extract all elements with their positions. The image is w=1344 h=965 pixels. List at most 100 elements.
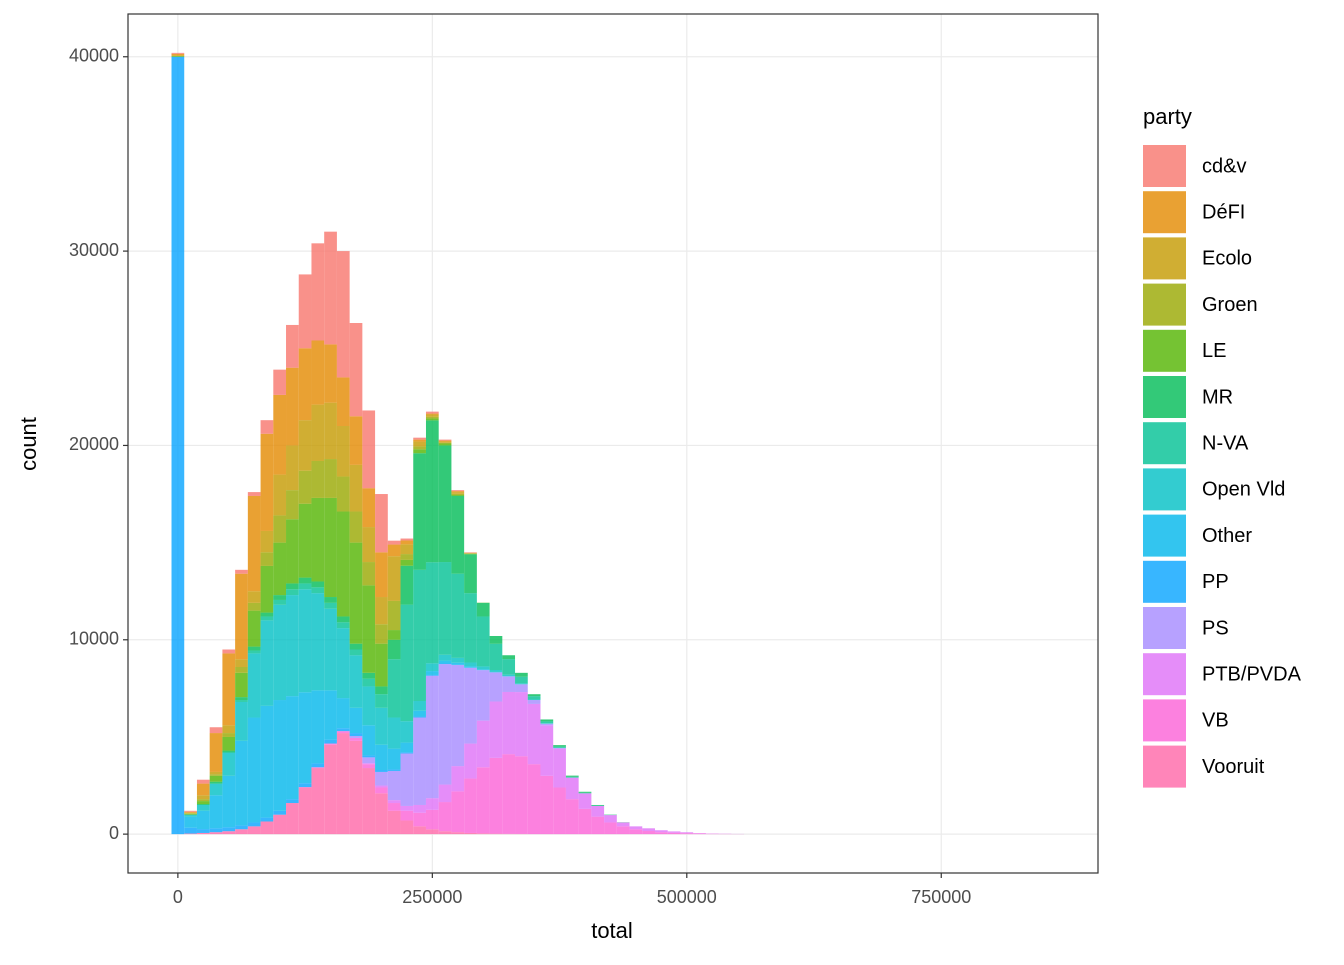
bar-segment <box>273 605 286 700</box>
bar-segment <box>362 585 375 672</box>
bar-segment <box>413 813 426 827</box>
bar-segment <box>362 725 375 755</box>
bar-segment <box>337 698 350 728</box>
bar-segment <box>311 461 324 498</box>
bar-segment <box>210 772 223 774</box>
bar-segment <box>617 826 630 834</box>
bar-segment <box>362 679 375 687</box>
bar-segment <box>426 418 439 420</box>
bar-segment <box>451 766 464 791</box>
bar-segment <box>388 640 401 659</box>
bar-segment <box>184 814 197 815</box>
bar-segment <box>311 690 324 763</box>
bar-segment <box>350 655 363 707</box>
bar-segment <box>451 574 464 658</box>
bar-segment <box>261 566 274 613</box>
bar-segment <box>388 556 401 601</box>
bar-segment <box>362 410 375 488</box>
bar-segment <box>273 395 286 475</box>
bar-segment <box>337 251 350 377</box>
bar-segment <box>261 434 274 531</box>
bar-segment <box>439 443 452 444</box>
bar-segment <box>375 793 388 834</box>
bar-segment <box>311 763 324 767</box>
bar-segment <box>464 554 477 555</box>
bar-segment <box>362 488 375 527</box>
legend-label: PS <box>1202 617 1229 639</box>
legend-label: Other <box>1202 525 1252 547</box>
bar-segment <box>197 805 210 811</box>
legend-key <box>1143 561 1186 603</box>
bar-segment <box>451 495 464 496</box>
bar-segment <box>248 647 261 651</box>
bar-segment <box>197 804 210 805</box>
legend-key <box>1143 746 1186 788</box>
bar-segment <box>337 512 350 617</box>
bar-segment <box>350 416 363 465</box>
bar-segment <box>172 53 185 54</box>
bar-segment <box>350 323 363 416</box>
bar-segment <box>235 667 248 673</box>
bar-segment <box>451 658 464 663</box>
bar-segment <box>337 622 350 628</box>
bar-segment <box>566 778 579 799</box>
bar-segment <box>388 749 401 770</box>
legend-key <box>1143 468 1186 510</box>
bar-segment <box>375 597 388 624</box>
bar-segment <box>375 624 388 643</box>
bar-segment <box>350 708 363 733</box>
bar-segment <box>439 831 452 834</box>
bar-segment <box>528 694 541 696</box>
bar-segment <box>426 412 439 414</box>
bar-segment <box>286 803 299 834</box>
bar-segment <box>261 552 274 566</box>
legend-label: MR <box>1202 386 1233 408</box>
bar-segment <box>210 784 223 796</box>
legend-key <box>1143 191 1186 233</box>
bar-segment <box>324 403 337 459</box>
bar-segment <box>477 767 490 833</box>
bar-segment <box>362 757 375 763</box>
bar-segment <box>261 821 274 834</box>
bar-segment <box>222 827 235 831</box>
bar-segment <box>350 644 363 650</box>
legend-label: PP <box>1202 571 1229 593</box>
bar-segment <box>680 833 693 834</box>
bar-segment <box>337 731 350 733</box>
bar-segment <box>401 540 414 544</box>
bar-segment <box>401 721 414 742</box>
bar-segment <box>413 711 426 717</box>
legend-key <box>1143 515 1186 557</box>
bar-segment <box>286 325 299 368</box>
bar-segment <box>426 414 439 415</box>
bar-segment <box>388 601 401 630</box>
bar-segment <box>553 748 566 749</box>
bar-segment <box>184 813 197 814</box>
y-tick-label: 30000 <box>69 240 119 260</box>
bar-segment <box>642 828 655 831</box>
bar-segment <box>477 670 490 721</box>
bar-segment <box>248 653 261 717</box>
bar-segment <box>464 668 477 744</box>
legend-key <box>1143 653 1186 695</box>
bar-segment <box>553 749 566 788</box>
bar-segment <box>337 728 350 731</box>
bar-segment <box>261 616 274 620</box>
bar-segment <box>235 574 248 660</box>
bar-segment <box>197 811 210 829</box>
bar-segment <box>655 830 668 832</box>
bar-segment <box>324 459 337 498</box>
legend-key <box>1143 376 1186 418</box>
bar-segment <box>248 496 261 591</box>
bar-segment <box>324 740 337 744</box>
bar-segment <box>235 700 248 702</box>
bar-segment <box>502 655 515 659</box>
bar-segment <box>261 531 274 552</box>
bar-segment <box>210 832 223 834</box>
bar-segment <box>630 829 643 834</box>
bar-segment <box>222 650 235 654</box>
bar-segment <box>337 377 350 426</box>
y-tick-label: 10000 <box>69 629 119 649</box>
bar-segment <box>464 593 477 662</box>
